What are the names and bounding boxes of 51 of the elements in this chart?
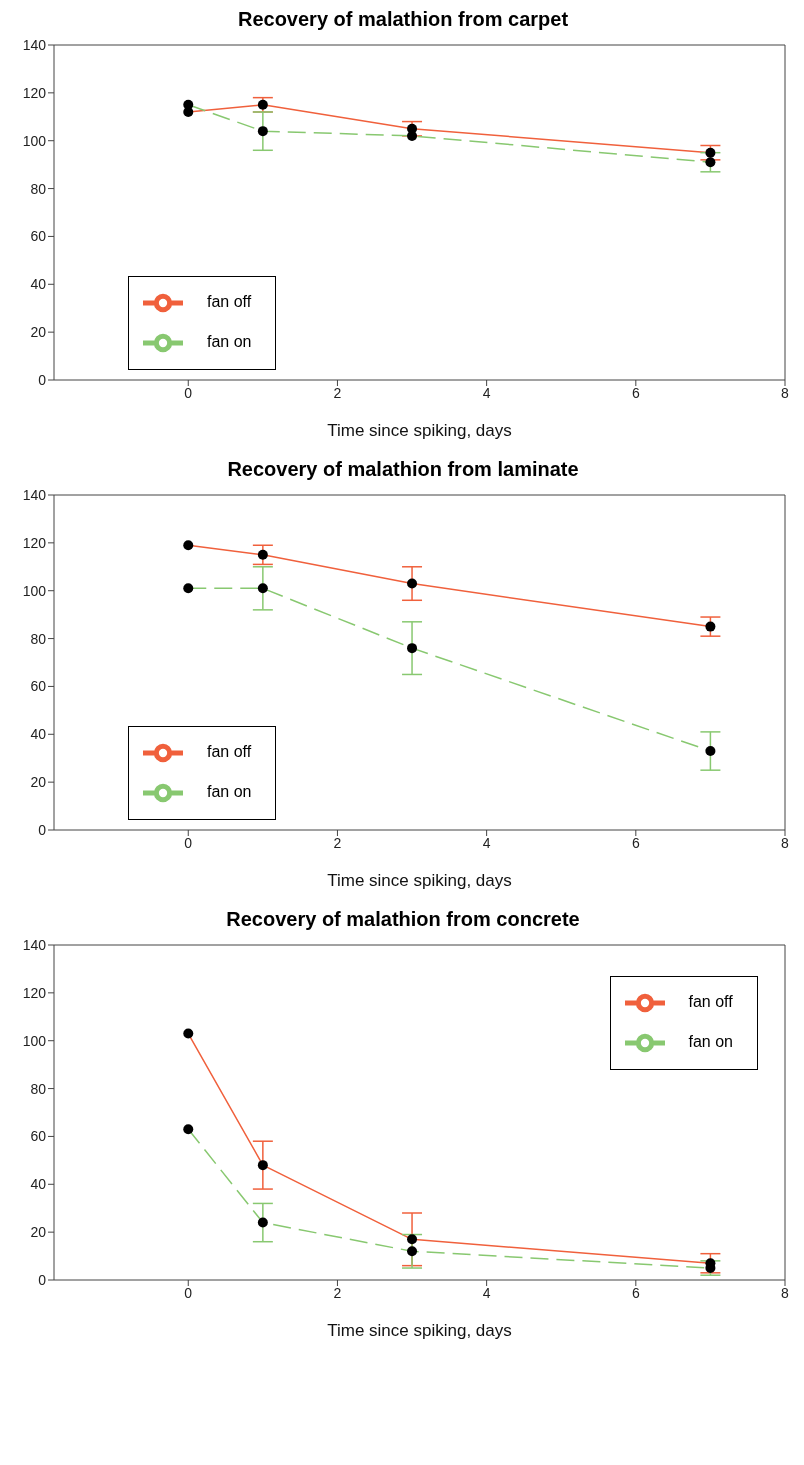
y-tick-label: 100 xyxy=(22,1032,47,1049)
legend-label: fan on xyxy=(207,783,252,801)
y-tick-label: 40 xyxy=(30,276,47,293)
legend-label: fan off xyxy=(207,293,252,311)
chart-title: Recovery of malathion from concrete xyxy=(225,908,581,932)
x-tick-label: 0 xyxy=(184,384,193,401)
y-tick-label: 0 xyxy=(38,371,47,388)
y-tick-label: 120 xyxy=(22,984,47,1001)
y-tick-label: 0 xyxy=(38,821,47,838)
legend-label: fan on xyxy=(688,1033,733,1051)
x-tick-label: 4 xyxy=(482,1284,491,1301)
x-tick-label: 4 xyxy=(482,834,491,851)
y-tick-label: 100 xyxy=(22,132,47,149)
y-tick-label: 60 xyxy=(30,678,47,695)
y-tick-label: 80 xyxy=(30,630,47,647)
y-tick-label: 60 xyxy=(30,1128,47,1145)
y-tick-label: 40 xyxy=(30,1176,47,1193)
x-tick-label: 2 xyxy=(333,384,342,401)
y-tick-label: 120 xyxy=(22,534,47,551)
y-tick-label: 20 xyxy=(30,774,47,791)
x-axis-title: Time since spiking, days xyxy=(327,421,512,440)
x-tick-label: 2 xyxy=(333,1284,342,1301)
y-tick-label: 100 xyxy=(22,582,47,599)
legend-label: fan on xyxy=(207,333,252,351)
x-tick-label: 6 xyxy=(631,1284,640,1301)
x-axis-title: Time since spiking, days xyxy=(327,1321,512,1340)
x-tick-label: 0 xyxy=(184,834,193,851)
y-tick-label: 0 xyxy=(38,1271,47,1288)
x-tick-label: 6 xyxy=(631,834,640,851)
legend-label: fan off xyxy=(207,743,252,761)
y-tick-label: 140 xyxy=(22,36,47,53)
x-tick-label: 8 xyxy=(781,834,790,851)
y-tick-label: 20 xyxy=(30,1224,47,1241)
y-tick-label: 40 xyxy=(30,726,47,743)
legend-label: fan off xyxy=(688,993,733,1011)
y-tick-label: 120 xyxy=(22,84,47,101)
x-tick-label: 2 xyxy=(333,834,342,851)
y-tick-label: 80 xyxy=(30,1080,47,1097)
y-tick-label: 140 xyxy=(22,936,47,953)
y-tick-label: 140 xyxy=(22,486,47,503)
x-tick-label: 0 xyxy=(184,1284,193,1301)
chart-title: Recovery of malathion from laminate xyxy=(226,458,580,482)
chart-title: Recovery of malathion from carpet xyxy=(236,8,570,32)
x-tick-label: 8 xyxy=(781,384,790,401)
y-tick-label: 60 xyxy=(30,228,47,245)
x-tick-label: 6 xyxy=(631,384,640,401)
y-tick-label: 20 xyxy=(30,324,47,341)
y-tick-label: 80 xyxy=(30,180,47,197)
x-tick-label: 8 xyxy=(781,1284,790,1301)
x-axis-title: Time since spiking, days xyxy=(327,871,512,890)
x-tick-label: 4 xyxy=(482,384,491,401)
